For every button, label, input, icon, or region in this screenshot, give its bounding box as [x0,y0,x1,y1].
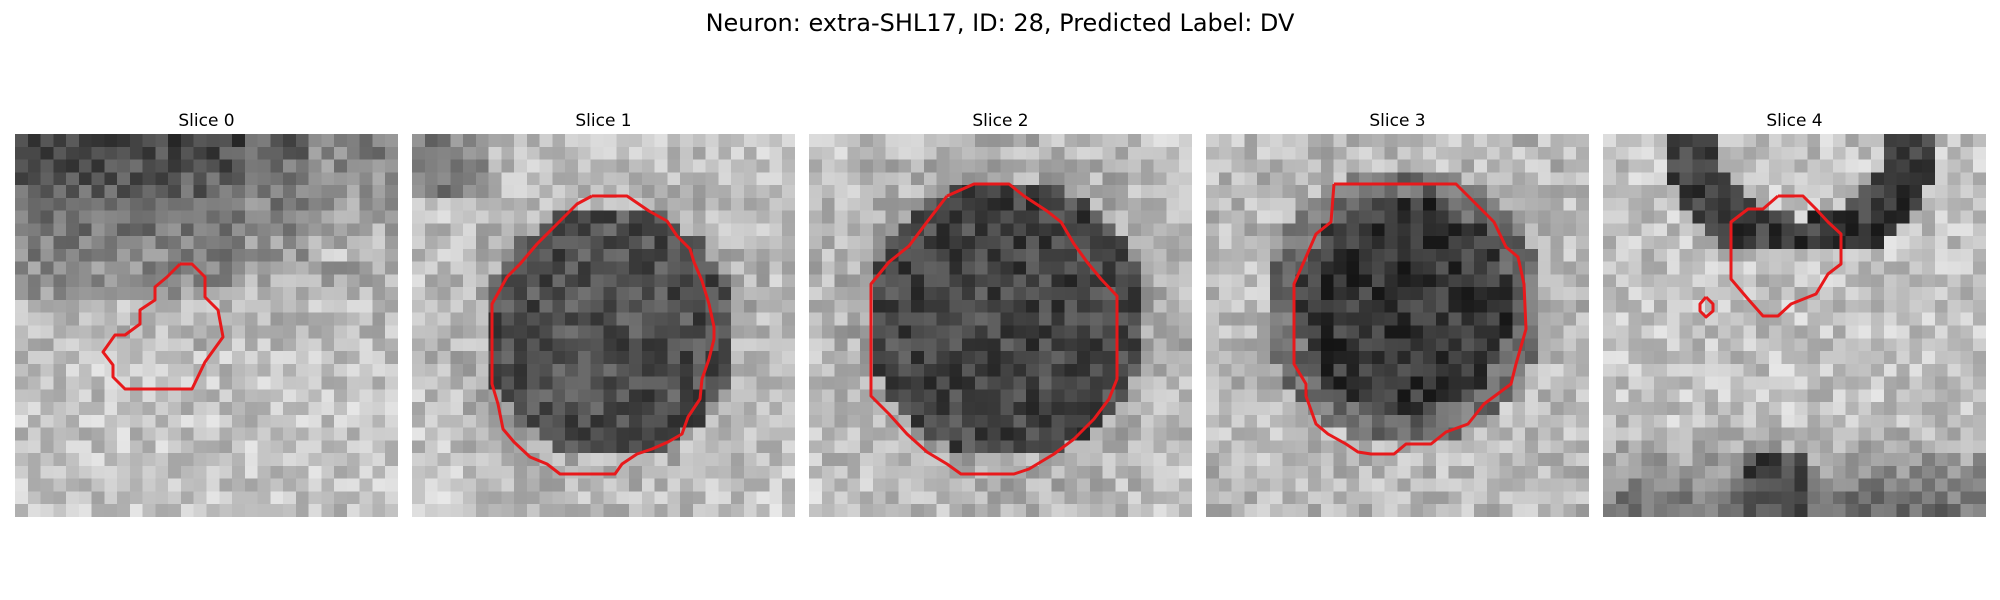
panel-slice-2: Slice 2 [809,108,1192,517]
contour-overlay [490,194,716,476]
red-contour-small [1698,295,1715,319]
slice-image [809,134,1192,517]
contour-overlay [1292,182,1528,456]
grayscale-crop [412,134,795,517]
panel-slice-1: Slice 1 [412,108,795,517]
panel-slice-3: Slice 3 [1206,108,1589,517]
panel-title: Slice 0 [178,111,235,131]
red-contour [1292,182,1528,456]
panel-slice-0: Slice 0 [15,108,398,517]
panel-title: Slice 1 [575,111,632,131]
red-contour [869,182,1119,476]
panel-title: Slice 4 [1766,111,1823,131]
slice-image [1206,134,1589,517]
panel-slice-4: Slice 4 [1603,108,1986,517]
grayscale-crop [15,134,398,517]
red-contour [101,262,225,391]
slice-image [412,134,795,517]
grayscale-crop [1603,134,1986,517]
slice-image [1603,134,1986,517]
contour-overlay [869,182,1119,476]
panel-title: Slice 3 [1369,111,1426,131]
contour-overlay [1698,194,1843,319]
slice-image [15,134,398,517]
grayscale-crop [809,134,1192,517]
figure-title: Neuron: extra-SHL17, ID: 28, Predicted L… [705,9,1295,37]
red-contour [1729,194,1843,318]
contour-overlay [101,262,225,391]
red-contour [490,194,716,476]
panel-title: Slice 2 [972,111,1029,131]
